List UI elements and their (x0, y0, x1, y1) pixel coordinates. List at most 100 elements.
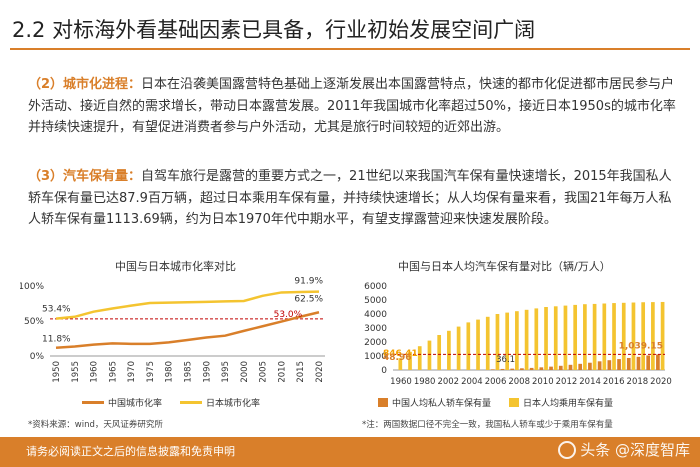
urbanization-legend: 中国城市化率 日本城市化率 (82, 396, 260, 409)
y-tick-label: 6000 (364, 282, 387, 292)
japan-bar (534, 308, 539, 370)
legend-swatch-japan-cars (509, 398, 520, 407)
x-tick-label: 2015 (296, 361, 306, 383)
y-tick-label: 2000 (364, 338, 387, 348)
china-bar (578, 363, 583, 370)
legend-swatch-china (82, 401, 104, 404)
data-label: 62.5% (294, 294, 323, 304)
japan-bar (476, 319, 480, 370)
japan-bar (544, 307, 548, 370)
car-ownership-text: 自驾车旅行是露营的重要方式之一，21世纪以来我国汽车保有量快速增长，2015年我… (28, 169, 672, 227)
legend-label-japan: 日本城市化率 (206, 399, 261, 409)
x-tick-label: 1990 (202, 361, 212, 383)
x-tick-label: 1980 (414, 377, 436, 387)
japan-bar (573, 304, 578, 370)
data-label: 91.9% (294, 277, 323, 287)
x-tick-label: 2002 (437, 377, 459, 387)
y-tick-label: 0% (30, 352, 45, 362)
japan-bar (437, 335, 442, 370)
x-tick-label: 1995 (221, 361, 231, 383)
y-tick-label: 1000 (364, 352, 387, 362)
china-bar (549, 366, 553, 370)
y-tick-label: 4000 (364, 310, 387, 320)
china-bar (626, 357, 631, 370)
japan-bar (641, 302, 646, 370)
japan-bar (612, 303, 616, 370)
footer-bar (0, 437, 700, 467)
japan-bar (447, 330, 451, 370)
car-ownership-heading: （3）汽车保有量： (28, 169, 142, 184)
car-ownership-chart-title: 中国与日本人均汽车保有量对比（辆/万人） (398, 260, 611, 273)
data-label: 53.0% (274, 310, 303, 320)
watermark-logo-icon (558, 440, 577, 459)
y-tick-label: 100% (20, 282, 44, 292)
china-bar (646, 355, 651, 370)
japan-bar (602, 303, 607, 370)
data-label: 1,039.15 (619, 341, 663, 351)
x-tick-label: 1960 (390, 377, 412, 387)
japan-bar (553, 306, 558, 370)
japan-bar (524, 309, 529, 370)
china-bar (588, 362, 592, 370)
series-line-0 (55, 311, 320, 349)
source-note: *资料来源：wind，天风证券研究所 (28, 420, 163, 430)
data-label: 36.1 (496, 355, 515, 365)
legend-label-china-cars: 中国人均私人轿车保有量 (392, 399, 492, 409)
x-tick-label: 2010 (277, 361, 287, 383)
x-tick-label: 1950 (52, 361, 62, 383)
china-bar (500, 368, 505, 370)
legend-label-china: 中国城市化率 (108, 399, 163, 409)
japan-bar (515, 311, 519, 370)
y-tick-label: 0 (381, 366, 387, 376)
urbanization-heading: （2）城市化进程： (28, 77, 142, 92)
legend-label-japan-cars: 日本人均乘用车保有量 (523, 399, 614, 409)
china-bar (568, 364, 573, 370)
page-title: 2.2 对标海外看基础因素已具备，行业初始发展空间广阔 (12, 18, 536, 42)
x-tick-label: 2005 (259, 361, 269, 383)
china-bar (656, 354, 660, 370)
japan-bar (621, 302, 626, 370)
car-ownership-legend: 中国人均私人轿车保有量 日本人均乘用车保有量 (378, 396, 613, 409)
chart-note: *注：两国数据口径不完全一致，我国私人轿车或少于乘用车保有量 (362, 420, 613, 430)
watermark: 头条 @深度智库 (558, 439, 690, 460)
data-label: 48.96 (383, 353, 411, 363)
japan-bar (651, 302, 655, 370)
watermark-text: 头条 @深度智库 (580, 441, 690, 459)
disclaimer-text: 请务必阅读正文之后的信息披露和免责申明 (26, 445, 235, 458)
y-tick-label: 5000 (364, 296, 387, 306)
china-bar (607, 360, 612, 370)
x-tick-label: 2008 (508, 377, 530, 387)
japan-bar (485, 316, 490, 370)
x-tick-label: 2000 (240, 361, 250, 383)
x-tick-label: 2010 (532, 377, 554, 387)
data-label: 11.8% (42, 335, 71, 345)
y-tick-label: 50% (24, 317, 44, 327)
series-line-1 (55, 290, 320, 320)
japan-bar (631, 302, 636, 370)
china-bar (520, 368, 524, 370)
japan-bar (583, 304, 587, 370)
japan-bar (466, 322, 471, 370)
japan-bar (417, 346, 422, 370)
data-label: 53.4% (42, 305, 71, 315)
x-tick-label: 1975 (146, 361, 156, 383)
x-tick-label: 2018 (627, 377, 649, 387)
car-ownership-paragraph: （3）汽车保有量：自驾车旅行是露营的重要方式之一，21世纪以来我国汽车保有量快速… (28, 166, 678, 231)
china-bar (539, 367, 544, 370)
china-bar (558, 365, 563, 370)
x-tick-label: 2012 (556, 377, 578, 387)
japan-bar (456, 326, 461, 370)
japan-bar (495, 314, 500, 370)
x-tick-label: 2020 (650, 377, 672, 387)
urbanization-chart-title: 中国与日本城市化率对比 (115, 260, 236, 273)
china-bar (510, 368, 515, 370)
x-tick-label: 1985 (184, 361, 194, 383)
china-bar (617, 359, 621, 370)
legend-swatch-china-cars (378, 398, 388, 407)
japan-bar (505, 312, 510, 370)
x-tick-label: 1980 (165, 361, 175, 383)
data-label: 846.41 (383, 349, 418, 359)
china-bar (597, 361, 602, 370)
x-tick-label: 2016 (603, 377, 625, 387)
